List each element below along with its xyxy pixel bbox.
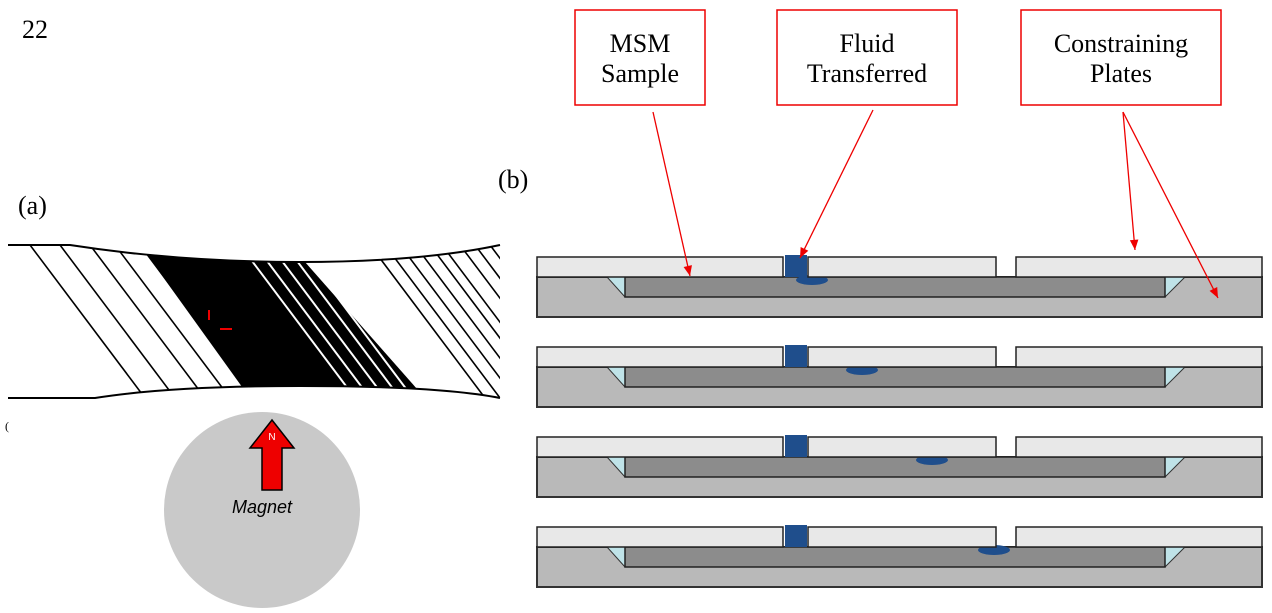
sample xyxy=(625,367,1165,387)
figure: 22 (a) (b) ( c N Magnet MSMSample FluidTr… xyxy=(0,0,1272,613)
fluid xyxy=(785,525,807,547)
sample xyxy=(625,457,1165,477)
fluid xyxy=(785,345,807,367)
stage xyxy=(537,255,1262,317)
plate xyxy=(1016,347,1262,367)
sample xyxy=(625,547,1165,567)
plate xyxy=(537,257,783,277)
plate xyxy=(1016,437,1262,457)
plate xyxy=(537,347,783,367)
stripe xyxy=(430,245,545,398)
stripe xyxy=(415,245,530,398)
arrowhead xyxy=(1130,240,1139,250)
stripe xyxy=(30,245,145,398)
callout-text: Transferred xyxy=(807,59,927,88)
plate xyxy=(1016,257,1262,277)
fluid xyxy=(785,255,807,277)
leader xyxy=(800,110,873,258)
stripe xyxy=(400,245,515,398)
callout-text: Plates xyxy=(1090,59,1152,88)
sequence xyxy=(537,255,1262,587)
panel-label: (b) xyxy=(498,165,528,194)
side-mark: ( xyxy=(5,419,9,433)
page-number: 22 xyxy=(22,15,48,44)
callout-text: Sample xyxy=(601,59,679,88)
stage xyxy=(537,525,1262,587)
leader xyxy=(653,112,690,276)
page: 22 (a) (b) ( c N Magnet MSMSample FluidTr… xyxy=(0,0,1272,613)
callout-text: MSM xyxy=(610,29,671,58)
stage xyxy=(537,345,1262,407)
twin-mark: c xyxy=(197,299,202,310)
plate xyxy=(808,347,996,367)
magnet-label: Magnet xyxy=(232,497,293,517)
plate xyxy=(808,437,996,457)
plate xyxy=(808,527,996,547)
panel-label: (a) xyxy=(18,191,47,220)
callout-text: Fluid xyxy=(840,29,895,58)
fluid xyxy=(785,435,807,457)
pole-label: N xyxy=(268,432,275,443)
callout-text: Constraining xyxy=(1054,29,1188,58)
stage xyxy=(537,435,1262,497)
plate xyxy=(537,437,783,457)
plate xyxy=(537,527,783,547)
plate xyxy=(1016,527,1262,547)
sample xyxy=(625,277,1165,297)
plate xyxy=(808,257,996,277)
